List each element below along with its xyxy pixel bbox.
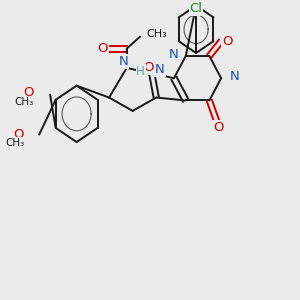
Text: Cl: Cl [190,2,202,15]
Text: H: H [136,65,145,78]
Text: O: O [23,86,34,99]
Text: N: N [155,63,165,76]
Text: O: O [213,121,224,134]
Text: CH₃: CH₃ [15,97,34,107]
Text: O: O [14,128,24,141]
Text: H: H [229,70,238,83]
Text: O: O [143,61,154,74]
Text: N: N [230,70,239,83]
Text: CH₃: CH₃ [146,29,167,39]
Text: O: O [222,34,232,48]
Text: N: N [119,55,129,68]
Text: CH₃: CH₃ [5,138,24,148]
Text: N: N [169,48,178,61]
Text: O: O [97,42,108,55]
